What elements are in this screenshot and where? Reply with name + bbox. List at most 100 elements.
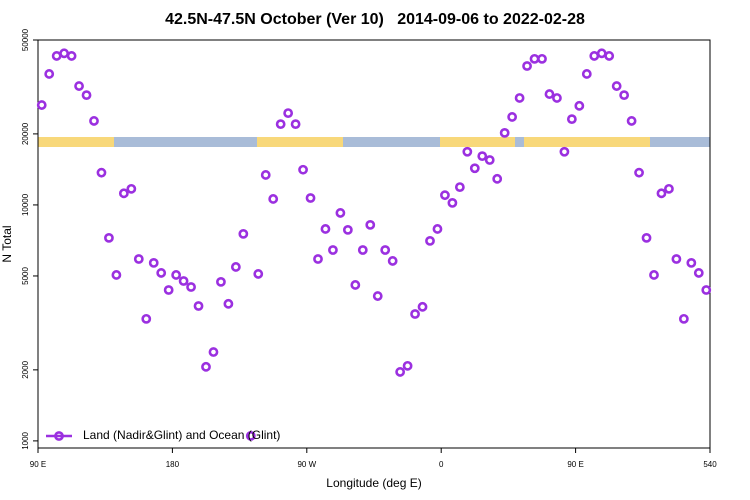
y-tick-label: 20000 — [21, 122, 30, 145]
point — [634, 167, 644, 178]
point — [66, 51, 77, 61]
point — [111, 270, 122, 280]
point — [253, 269, 264, 279]
point — [626, 116, 637, 126]
ocean-band — [38, 137, 710, 147]
point — [611, 81, 622, 91]
x-tick-label: 540 — [703, 460, 717, 469]
point — [141, 313, 152, 324]
plot-frame — [37, 39, 711, 449]
point — [604, 51, 615, 61]
point — [619, 90, 630, 101]
point — [163, 285, 174, 295]
point — [320, 224, 331, 234]
point — [81, 90, 92, 101]
point — [537, 53, 547, 64]
point — [678, 313, 689, 324]
point — [701, 285, 712, 295]
point — [89, 116, 99, 126]
point — [126, 183, 137, 194]
point — [298, 164, 308, 175]
point — [223, 298, 234, 309]
x-tick-label: 90 W — [297, 460, 316, 469]
point — [417, 301, 428, 312]
point — [365, 219, 376, 230]
point — [305, 193, 316, 203]
point — [477, 151, 488, 162]
y-tick-label: 2000 — [21, 360, 30, 378]
point — [96, 167, 107, 178]
point — [596, 48, 607, 59]
point — [507, 112, 518, 122]
point — [425, 235, 435, 246]
x-tick-label: 90 E — [567, 460, 583, 469]
point — [484, 155, 495, 165]
point — [230, 262, 241, 272]
land-band — [524, 137, 650, 147]
point — [589, 51, 600, 61]
point — [342, 224, 353, 235]
point — [581, 69, 592, 79]
point — [193, 301, 204, 311]
land-band — [257, 137, 343, 147]
point — [410, 309, 420, 319]
point — [51, 51, 62, 61]
x-tick-label: 0 — [439, 460, 444, 469]
point — [156, 268, 167, 278]
point — [186, 282, 196, 292]
point — [514, 93, 525, 103]
point — [59, 48, 70, 59]
point — [380, 245, 391, 255]
point — [499, 127, 510, 138]
point — [201, 361, 211, 372]
point — [238, 228, 249, 239]
point — [283, 108, 294, 119]
point — [148, 257, 159, 268]
point — [171, 270, 182, 280]
land-band — [38, 137, 114, 147]
point — [686, 257, 697, 268]
point — [350, 280, 361, 290]
y-tick-label: 50000 — [21, 28, 30, 51]
y-axis-label: N Total — [0, 225, 14, 262]
point — [693, 268, 704, 278]
point — [566, 114, 577, 125]
land-ocean-band — [38, 137, 710, 147]
point — [118, 188, 129, 199]
point — [462, 146, 473, 157]
point — [74, 81, 84, 91]
x-tick-label: 90 E — [30, 460, 46, 469]
point — [208, 347, 219, 357]
x-tick-label: 180 — [166, 460, 180, 469]
point — [357, 245, 368, 255]
y-tick-label: 10000 — [21, 193, 30, 216]
point — [387, 256, 398, 266]
point — [664, 183, 674, 194]
point — [275, 119, 286, 130]
point — [522, 61, 532, 71]
point — [268, 194, 279, 204]
point — [313, 254, 323, 264]
point — [328, 245, 338, 255]
point — [552, 93, 562, 103]
point — [454, 182, 465, 193]
point — [529, 53, 540, 64]
point — [133, 254, 144, 264]
point — [335, 208, 346, 218]
point — [559, 146, 570, 157]
legend-label: Land (Nadir&Glint) and Ocean (Glint) — [83, 428, 280, 442]
point — [671, 254, 682, 264]
point — [432, 224, 443, 234]
point — [656, 188, 667, 199]
point — [245, 430, 256, 441]
chart-title: 42.5N-47.5N October (Ver 10) 2014-09-06 … — [165, 11, 585, 28]
point — [290, 119, 301, 130]
y-tick-label: 1000 — [21, 431, 30, 449]
point — [469, 163, 480, 174]
point — [447, 198, 458, 208]
point — [574, 100, 585, 111]
point — [649, 270, 659, 280]
point — [104, 232, 114, 243]
legend-marker — [54, 431, 64, 441]
